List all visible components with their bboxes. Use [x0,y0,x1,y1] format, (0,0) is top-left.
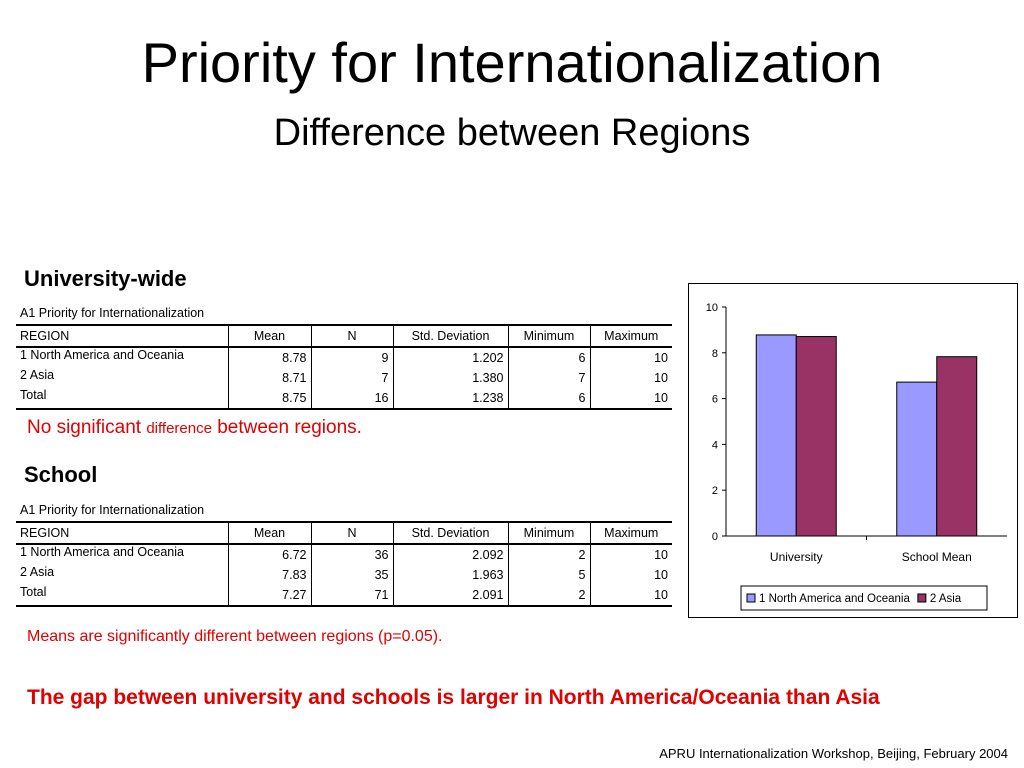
university-note-suffix: between regions. [211,417,362,438]
table-cell: 8.71 [227,368,311,388]
column-header: Std. Deviation [392,324,508,348]
y-tick-label: 0 [712,531,718,543]
bar [755,334,797,537]
university-note-small: difference [146,420,212,437]
column-header: REGION [16,324,228,348]
table-cell: 1.202 [392,347,508,368]
table-cell: 1.380 [392,368,508,388]
table-cell: 2 Asia [20,368,55,382]
bar-chart: 0 2 4 6 8 10 University School Mean 1 North Amer… [706,302,1007,611]
table-cell: 2.091 [392,585,508,607]
school-heading: School [24,462,98,487]
y-tick-label: 8 [712,348,718,360]
column-header: Maximum [589,521,672,545]
table-cell: 36 [310,544,393,565]
school-table-caption: A1 Priority for Internationalization [20,503,205,517]
table-cell: 7 [507,368,590,388]
table-cell: 6.72 [227,544,311,565]
column-header: N [310,324,393,348]
school-stats-table: REGION Mean N Std. Deviation Minimum Max… [16,521,672,607]
x-category-label: School Mean [902,550,972,564]
table-cell: 8.75 [227,388,311,410]
column-header: Maximum [589,324,672,348]
table-cell: 10 [589,388,672,410]
university-note: No significant difference between region… [27,417,362,439]
university-stats-table: REGION Mean N Std. Deviation Minimum Max… [16,324,672,410]
table-row: Total 7.27 71 2.091 2 10 [16,585,672,607]
table-row: 1 North America and Oceania 6.72 36 2.09… [16,544,672,565]
table-cell: 71 [310,585,393,607]
table-cell: Total [16,388,228,410]
table-cell: Total [16,585,228,607]
table-cell: 7.27 [227,585,311,607]
footer-text: APRU Internationalization Workshop, Beij… [659,746,1008,761]
slide-subtitle: Difference between Regions [273,112,751,154]
table-row: 2 Asia 8.71 7 1.380 7 10 [16,368,672,388]
legend-label: 2 Asia [930,593,962,605]
table-cell: 2 [507,585,590,607]
table-cell: 10 [589,368,672,388]
legend-box [740,585,988,611]
table-cell: 1.238 [392,388,508,410]
column-header: Std. Deviation [392,521,508,545]
table-row: 1 North America and Oceania 8.78 9 1.202… [16,347,672,368]
table-cell: 5 [507,565,590,585]
column-header: Mean [227,521,311,545]
legend-label: 1 North America and Oceania [759,593,910,605]
bar [795,336,837,537]
column-header: Mean [227,324,311,348]
table-cell: 7 [310,368,393,388]
table-cell: 6 [507,388,590,410]
table-cell: 9 [310,347,393,368]
table-cell: 1 North America and Oceania [20,348,184,362]
y-tick-label: 6 [712,394,718,406]
table-cell: 2 [507,544,590,565]
table-header-row: REGION Mean N Std. Deviation Minimum Max… [16,324,672,348]
legend-swatch [746,593,756,603]
university-note-prefix: No significant [27,417,147,438]
conclusion-text: The gap between university and schools i… [27,686,880,709]
table-cell: 2.092 [392,544,508,565]
bar [896,381,938,537]
university-heading: University-wide [24,266,187,291]
table-header-row: REGION Mean N Std. Deviation Minimum Max… [16,521,672,545]
column-header: Minimum [507,324,590,348]
table-cell: 6 [507,347,590,368]
table-cell: 35 [310,565,393,585]
y-tick-label: 2 [712,485,718,497]
table-cell: 1 North America and Oceania [20,545,184,559]
table-cell: 1.963 [392,565,508,585]
table-row: 2 Asia 7.83 35 1.963 5 10 [16,565,672,585]
table-cell: 7.83 [227,565,311,585]
table-cell: 10 [589,544,672,565]
legend-swatch [917,593,927,603]
table-row: Total 8.75 16 1.238 6 10 [16,388,672,410]
y-tick-label: 4 [712,439,718,451]
table-cell: 10 [589,585,672,607]
school-note: Means are significantly different betwee… [27,628,443,645]
table-cell: 10 [589,347,672,368]
slide-title: Priority for Internationalization [141,31,883,94]
university-table-caption: A1 Priority for Internationalization [20,306,205,320]
table-cell: 2 Asia [20,565,55,579]
table-cell: 16 [310,388,393,410]
bar [936,356,978,537]
column-header: REGION [16,521,228,545]
x-category-label: University [770,550,823,564]
column-header: N [310,521,393,545]
y-tick-label: 10 [706,302,718,314]
table-cell: 8.78 [227,347,311,368]
table-cell: 10 [589,565,672,585]
chart-frame: 0 2 4 6 8 10 University School Mean 1 North Amer… [688,283,1018,618]
column-header: Minimum [507,521,590,545]
